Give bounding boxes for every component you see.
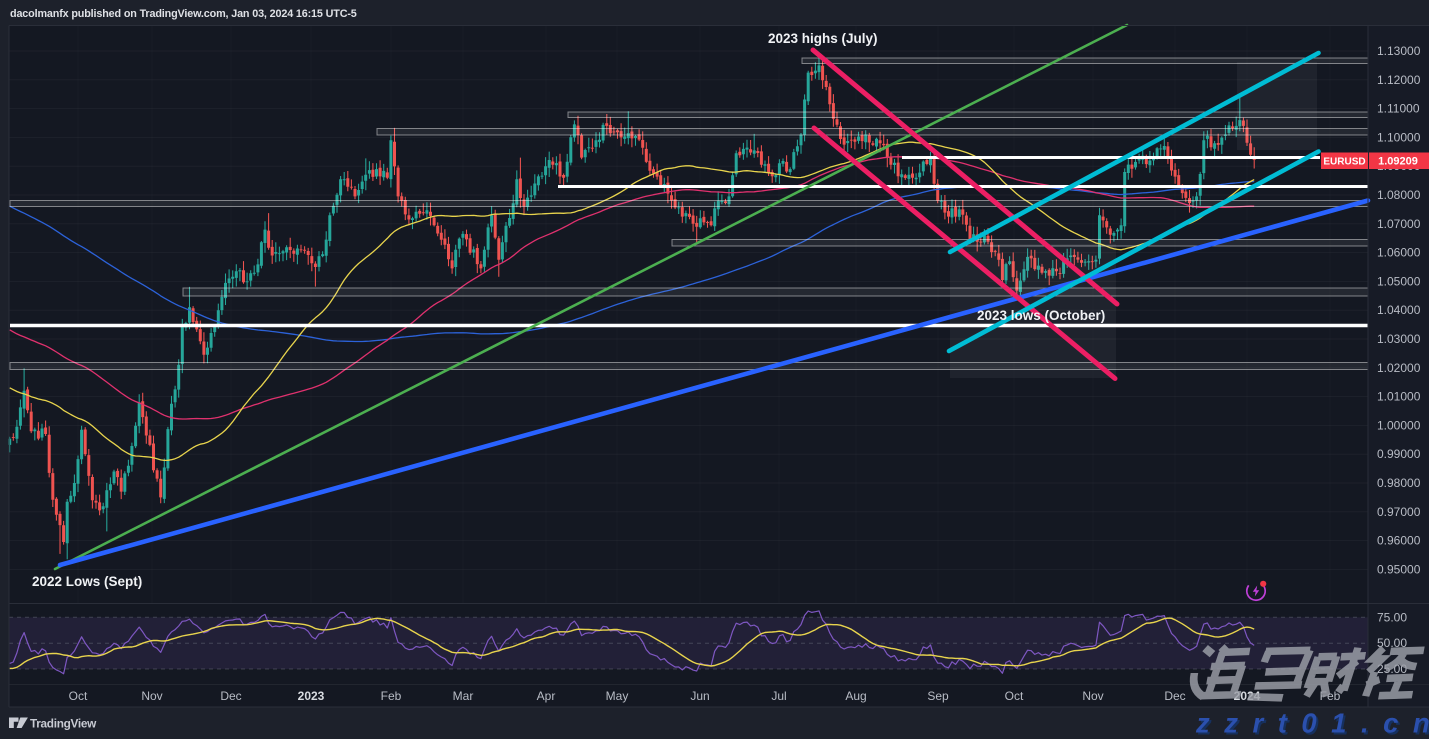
svg-text:Aug: Aug xyxy=(845,689,866,703)
svg-text:1.07000: 1.07000 xyxy=(1377,217,1421,231)
svg-text:TradingView: TradingView xyxy=(30,717,97,731)
svg-text:50.00: 50.00 xyxy=(1377,636,1407,650)
svg-text:1.11000: 1.11000 xyxy=(1377,102,1420,116)
svg-text:0.96000: 0.96000 xyxy=(1377,534,1421,548)
svg-text:Feb: Feb xyxy=(381,689,402,703)
svg-text:2023 highs (July): 2023 highs (July) xyxy=(768,31,878,46)
svg-text:0.98000: 0.98000 xyxy=(1377,476,1421,490)
svg-text:Dec: Dec xyxy=(220,689,241,703)
svg-text:zzrt01.cn: zzrt01.cn xyxy=(1197,710,1429,739)
svg-text:1.08000: 1.08000 xyxy=(1377,188,1421,202)
svg-text:1.02000: 1.02000 xyxy=(1377,361,1421,375)
svg-text:zzrt01.cn: zzrt01.cn xyxy=(1195,708,1429,739)
svg-text:Jul: Jul xyxy=(771,689,786,703)
svg-text:1.01000: 1.01000 xyxy=(1377,390,1421,404)
svg-text:1.04000: 1.04000 xyxy=(1377,303,1421,317)
svg-text:75.00: 75.00 xyxy=(1377,610,1407,624)
svg-text:Dec: Dec xyxy=(1164,689,1185,703)
svg-text:2022 Lows (Sept): 2022 Lows (Sept) xyxy=(32,574,142,589)
svg-text:May: May xyxy=(606,689,629,703)
svg-text:Jun: Jun xyxy=(690,689,709,703)
svg-text:1.10000: 1.10000 xyxy=(1377,130,1421,144)
svg-text:0.97000: 0.97000 xyxy=(1377,505,1421,519)
svg-text:1.00000: 1.00000 xyxy=(1377,418,1421,432)
svg-text:1.05000: 1.05000 xyxy=(1377,274,1421,288)
svg-text:1.03000: 1.03000 xyxy=(1377,332,1421,346)
svg-text:0.99000: 0.99000 xyxy=(1377,447,1421,461)
svg-text:0.95000: 0.95000 xyxy=(1377,562,1421,576)
svg-text:1.09209: 1.09209 xyxy=(1378,156,1418,168)
svg-text:Oct: Oct xyxy=(1005,689,1024,703)
svg-text:EURUSD: EURUSD xyxy=(1323,157,1365,168)
svg-text:2023: 2023 xyxy=(298,689,325,703)
svg-text:Nov: Nov xyxy=(1082,689,1103,703)
svg-text:1.06000: 1.06000 xyxy=(1377,246,1421,260)
svg-text:dacolmanfx published on Tradin: dacolmanfx published on TradingView.com,… xyxy=(10,8,357,20)
svg-text:Mar: Mar xyxy=(453,689,474,703)
svg-text:1.13000: 1.13000 xyxy=(1377,44,1421,58)
svg-text:Apr: Apr xyxy=(537,689,556,703)
svg-text:Sep: Sep xyxy=(927,689,949,703)
svg-text:1.12000: 1.12000 xyxy=(1377,73,1421,87)
svg-text:2023 lows (October): 2023 lows (October) xyxy=(977,308,1105,323)
svg-text:Oct: Oct xyxy=(69,689,88,703)
svg-text:Nov: Nov xyxy=(141,689,162,703)
